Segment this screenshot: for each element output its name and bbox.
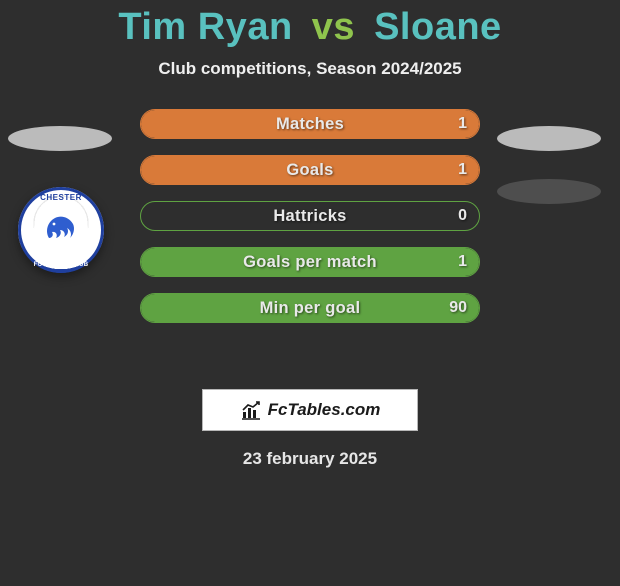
- stat-label: Goals: [141, 156, 479, 184]
- stat-row: Min per goal90: [140, 293, 480, 323]
- stat-label: Hattricks: [141, 202, 479, 230]
- vs-label: vs: [312, 6, 355, 48]
- stat-value: 1: [458, 248, 467, 276]
- page-title: Tim Ryan vs Sloane: [0, 6, 620, 49]
- stat-label: Min per goal: [141, 294, 479, 322]
- subtitle: Club competitions, Season 2024/2025: [0, 59, 620, 79]
- stat-row: Goals per match1: [140, 247, 480, 277]
- stat-value: 1: [458, 156, 467, 184]
- stat-value: 0: [458, 202, 467, 230]
- bars-chart-icon: [240, 399, 262, 421]
- stat-row: Goals1: [140, 155, 480, 185]
- badge-bottom-text: FOOTBALL CLUB: [18, 262, 104, 268]
- club-badge-chester: CHESTER FOOTBALL CLUB: [18, 187, 104, 273]
- right-ellipse-1: [497, 126, 601, 151]
- stat-value: 90: [449, 294, 467, 322]
- right-ellipse-2: [497, 179, 601, 204]
- brand-text: FcTables.com: [268, 400, 381, 420]
- player1-name: Tim Ryan: [118, 6, 292, 48]
- comparison-card: Tim Ryan vs Sloane Club competitions, Se…: [0, 6, 620, 586]
- stat-label: Matches: [141, 110, 479, 138]
- badge-inner: [34, 203, 88, 257]
- stat-row: Matches1: [140, 109, 480, 139]
- date-line: 23 february 2025: [0, 449, 620, 469]
- player2-name: Sloane: [374, 6, 502, 48]
- left-ellipse-1: [8, 126, 112, 151]
- stat-label: Goals per match: [141, 248, 479, 276]
- stat-value: 1: [458, 110, 467, 138]
- lion-icon: [39, 208, 83, 252]
- stat-row: Hattricks0: [140, 201, 480, 231]
- badge-top-text: CHESTER: [18, 193, 104, 202]
- brand-box[interactable]: FcTables.com: [202, 389, 418, 431]
- stat-bars: Matches1Goals1Hattricks0Goals per match1…: [140, 109, 480, 339]
- content-area: CHESTER FOOTBALL CLUB Matches1Goals1Hatt…: [0, 109, 620, 369]
